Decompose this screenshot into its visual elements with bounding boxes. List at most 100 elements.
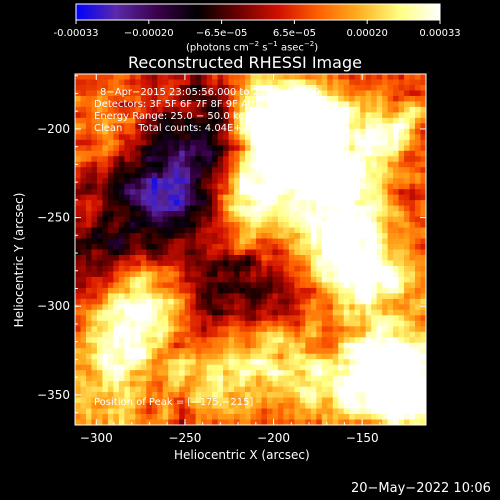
heatmap-cell [206, 227, 213, 234]
heatmap-cell [277, 276, 284, 283]
heatmap-cell [140, 364, 147, 371]
heatmap-cell [365, 167, 372, 174]
heatmap-cell [239, 392, 246, 398]
heatmap-cell [415, 408, 421, 415]
heatmap-cell [223, 117, 229, 124]
heatmap-cell [80, 128, 87, 135]
heatmap-cell [371, 134, 378, 141]
heatmap-cell [234, 249, 240, 256]
heatmap-cell [173, 282, 180, 289]
heatmap-cell [228, 112, 235, 119]
heatmap-cell [415, 348, 421, 355]
heatmap-cell [250, 211, 257, 217]
heatmap-cell [409, 386, 416, 393]
heatmap-cell [91, 370, 98, 377]
heatmap-cell [223, 282, 229, 289]
heatmap-cell [354, 342, 361, 349]
heatmap-cell [113, 79, 120, 86]
heatmap-cell [404, 145, 410, 152]
heatmap-cell [420, 298, 427, 305]
heatmap-cell [371, 183, 378, 190]
heatmap-cell [415, 172, 421, 179]
heatmap-cell [223, 211, 229, 217]
heatmap-cell [201, 123, 208, 130]
heatmap-cell [75, 386, 81, 393]
heatmap-cell [299, 359, 306, 366]
heatmap-cell [360, 90, 367, 97]
heatmap-cell [245, 298, 251, 305]
heatmap-cell [266, 112, 273, 119]
heatmap-cell [250, 123, 257, 130]
heatmap-cell [261, 353, 268, 360]
heatmap-cell [212, 276, 218, 283]
heatmap-cell [135, 90, 142, 97]
heatmap-cell [371, 205, 378, 212]
heatmap-cell [398, 128, 405, 135]
heatmap-cell [398, 101, 405, 108]
heatmap-cell [107, 265, 114, 272]
heatmap-cell [294, 117, 301, 124]
heatmap-cell [277, 271, 284, 278]
heatmap-cell [349, 326, 356, 333]
heatmap-cell [398, 205, 405, 212]
heatmap-cell [234, 189, 240, 196]
heatmap-cell [234, 106, 240, 113]
heatmap-cell [157, 216, 164, 223]
heatmap-cell [415, 128, 421, 135]
heatmap-cell [162, 326, 169, 333]
heatmap-cell [140, 276, 147, 283]
heatmap-cell [151, 90, 158, 97]
plot-frame [74, 73, 427, 426]
heatmap-cell [420, 403, 427, 409]
heatmap-cell [162, 200, 169, 207]
heatmap-cell [245, 254, 251, 261]
heatmap-cell [332, 403, 339, 409]
x-tick-label: −250 [168, 431, 201, 445]
heatmap-cell [135, 337, 142, 344]
heatmap-cell [387, 205, 394, 212]
heatmap-cell [146, 106, 153, 113]
heatmap-cell [349, 381, 356, 388]
heatmap-cell [173, 293, 180, 300]
heatmap-cell [80, 211, 87, 217]
heatmap-cell [398, 117, 405, 124]
heatmap-cell [332, 282, 339, 289]
heatmap-cell [288, 112, 295, 119]
heatmap-cell [382, 359, 389, 366]
heatmap-cell [190, 370, 197, 377]
heatmap-cell [360, 282, 367, 289]
heatmap-cell [415, 337, 421, 344]
heatmap-cell [212, 194, 218, 201]
heatmap-cell [212, 238, 218, 245]
heatmap-cell [102, 326, 109, 333]
heatmap-cell [288, 101, 295, 108]
heatmap-cell [310, 419, 317, 426]
heatmap-cell [288, 414, 295, 420]
heatmap-cell [91, 403, 98, 409]
heatmap-cell [255, 238, 262, 245]
heatmap-cell [206, 381, 213, 388]
heatmap-cell [179, 381, 186, 388]
colorbar-unit-text: asec [277, 42, 304, 54]
heatmap-cell [343, 293, 350, 300]
heatmap-cell [102, 117, 109, 124]
heatmap-cell [80, 370, 87, 377]
heatmap-cell [288, 123, 295, 130]
heatmap-cell [409, 106, 416, 113]
heatmap-cell [80, 106, 87, 113]
heatmap-cell [102, 233, 109, 239]
heatmap-cell [338, 233, 345, 239]
heatmap-cell [338, 161, 345, 168]
heatmap-cell [349, 194, 356, 201]
heatmap-cell [409, 304, 416, 311]
heatmap-cell [157, 211, 164, 217]
heatmap-cell [91, 282, 98, 289]
heatmap-cell [327, 156, 334, 163]
heatmap-cell [184, 222, 191, 228]
heatmap-cell [173, 320, 180, 327]
heatmap-cell [140, 392, 147, 398]
heatmap-cell [288, 79, 295, 86]
heatmap-cell [327, 408, 334, 415]
heatmap-cell [387, 128, 394, 135]
heatmap-cell [212, 370, 218, 377]
